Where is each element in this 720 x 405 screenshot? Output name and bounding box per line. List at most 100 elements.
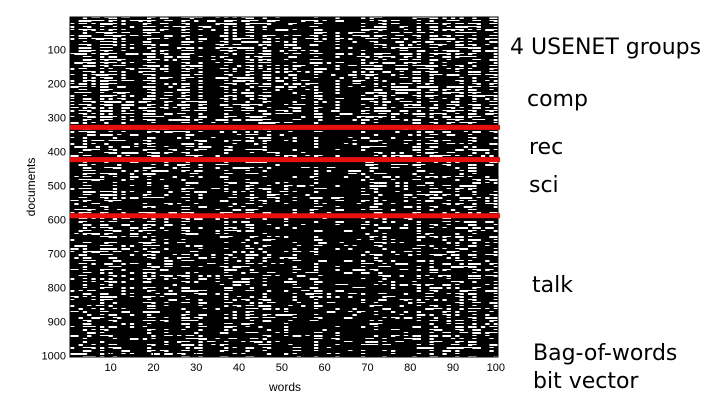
bit	[433, 47, 439, 48]
bit	[485, 254, 494, 255]
bit	[455, 68, 460, 70]
bit	[224, 323, 229, 324]
bit	[151, 257, 156, 259]
bit	[232, 230, 237, 231]
bit	[339, 77, 344, 79]
bit	[189, 17, 195, 19]
bit	[108, 83, 118, 84]
bit	[455, 110, 460, 111]
bit	[493, 251, 498, 253]
bit	[198, 95, 203, 97]
bit	[91, 77, 96, 79]
bit	[314, 77, 319, 78]
bit	[249, 209, 255, 211]
bit	[100, 347, 105, 349]
bit	[100, 272, 105, 274]
bit	[121, 191, 126, 193]
bit	[258, 200, 263, 201]
bit	[151, 296, 156, 297]
bit	[215, 155, 220, 157]
bit	[266, 101, 272, 102]
bit	[104, 95, 109, 97]
bit	[416, 344, 421, 345]
bit	[194, 281, 199, 283]
bit	[326, 296, 332, 298]
bit	[382, 278, 387, 280]
bit	[142, 254, 148, 256]
bit	[258, 23, 263, 24]
bit	[245, 104, 250, 106]
bit	[100, 89, 109, 91]
bit	[450, 74, 456, 75]
bit	[472, 119, 477, 120]
bit	[416, 251, 421, 252]
bit	[335, 209, 344, 211]
bit	[78, 152, 83, 153]
bit	[168, 290, 173, 292]
bit	[181, 77, 186, 79]
bit	[373, 146, 379, 147]
bit	[164, 218, 169, 220]
bit	[100, 299, 105, 301]
bit	[100, 329, 105, 330]
bit	[215, 47, 220, 49]
bit	[104, 236, 109, 237]
bit	[121, 248, 130, 250]
bit	[493, 50, 498, 52]
bit	[164, 257, 169, 259]
bit	[266, 188, 272, 190]
bit	[219, 212, 225, 214]
bit	[236, 65, 242, 67]
bit	[129, 26, 135, 28]
bit	[403, 299, 409, 301]
bit	[258, 116, 263, 118]
bit	[142, 245, 148, 246]
bit	[155, 59, 160, 60]
bit	[245, 212, 250, 213]
bit	[271, 20, 276, 22]
bit	[292, 92, 297, 94]
bit	[181, 98, 186, 99]
bit	[228, 23, 233, 25]
bit	[266, 335, 272, 337]
bit	[151, 218, 156, 220]
bit	[172, 83, 177, 85]
bit	[450, 86, 456, 88]
bit	[87, 209, 92, 211]
bit	[100, 26, 105, 27]
bit	[266, 86, 272, 87]
bit	[429, 134, 439, 135]
bit	[412, 173, 417, 175]
bit	[112, 44, 118, 46]
bit	[493, 86, 498, 87]
bit	[391, 152, 396, 154]
bit	[185, 83, 190, 85]
bit	[151, 86, 156, 88]
bit	[408, 218, 413, 220]
bit	[459, 53, 464, 54]
bit	[472, 17, 477, 19]
bit	[70, 326, 75, 327]
bit	[224, 107, 229, 108]
bit	[416, 179, 421, 180]
bit	[446, 134, 456, 136]
bit	[433, 236, 439, 238]
bit	[198, 71, 203, 73]
bit	[446, 35, 451, 37]
bit	[121, 47, 126, 48]
bit	[185, 119, 190, 121]
bit	[395, 341, 404, 342]
bit	[147, 176, 152, 177]
bit	[373, 302, 379, 303]
bit	[87, 119, 92, 120]
bit	[395, 155, 400, 156]
bit	[314, 65, 319, 66]
bit	[194, 218, 203, 220]
bit	[463, 131, 469, 132]
bit	[373, 224, 379, 226]
bit	[361, 293, 366, 295]
bit	[74, 107, 79, 108]
bit	[365, 233, 370, 235]
bit	[224, 77, 229, 79]
bit	[373, 257, 379, 259]
